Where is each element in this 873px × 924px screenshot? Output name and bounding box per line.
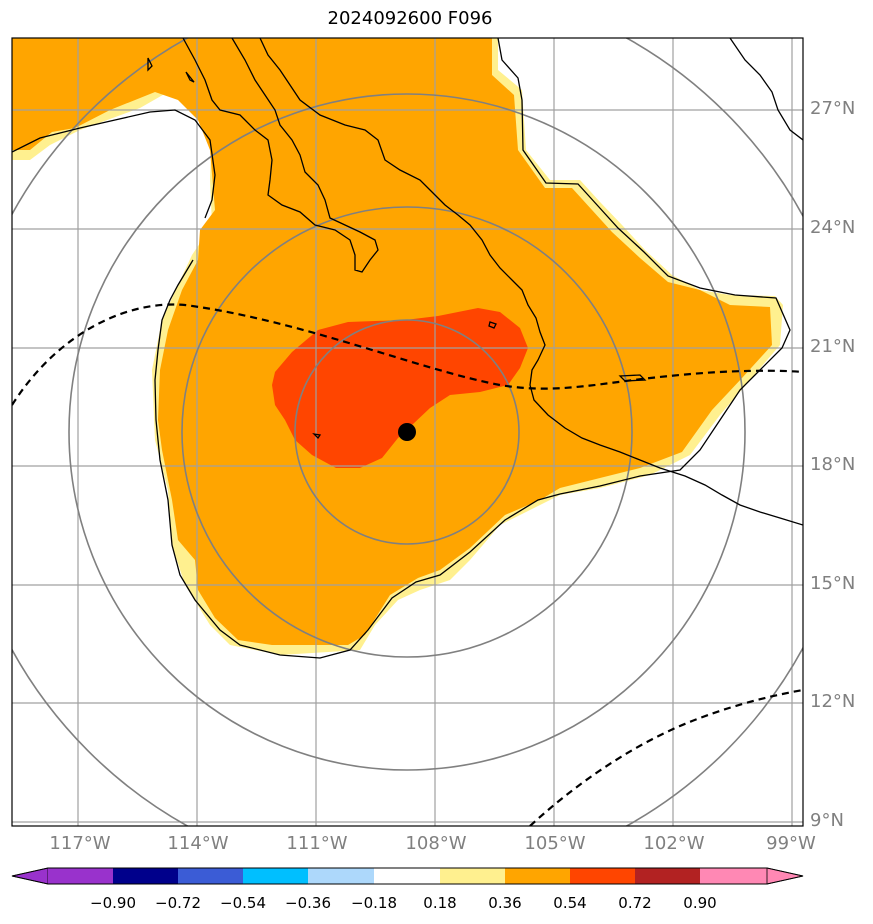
- lon-label-102w: 102°W: [643, 833, 705, 854]
- map-canvas: [11, 37, 804, 827]
- colorbar-bin-3: [178, 868, 243, 884]
- lon-label-114w: 114°W: [167, 833, 229, 854]
- colorbar-bin-8: [505, 868, 570, 884]
- colorbar-label-3: −0.54: [220, 894, 266, 912]
- map-title: 2024092600 F096: [327, 8, 493, 29]
- colorbar-label-10: 0.90: [683, 894, 717, 912]
- colorbar-bin-9: [570, 868, 635, 884]
- colorbar-extend-low: [11, 867, 49, 885]
- coastlines: [12, 38, 803, 659]
- colorbar-bin-11: [700, 868, 767, 884]
- range-rings: [12, 38, 803, 826]
- lon-label-108w: 108°W: [405, 833, 467, 854]
- colorbar-label-8: 0.54: [553, 894, 587, 912]
- colorbar-bin-2: [113, 868, 178, 884]
- lat-label-12n: 12°N: [810, 691, 856, 712]
- colorbar-bin-1: [48, 868, 113, 884]
- lon-label-99w: 99°W: [766, 833, 816, 854]
- lat-label-24n: 24°N: [810, 217, 856, 238]
- map-frame: [11, 37, 804, 827]
- colorbar-label-5: −0.18: [351, 894, 397, 912]
- gridlines: [12, 38, 803, 826]
- colorbar-extend-high: [766, 867, 804, 885]
- dashed-track-lines: [12, 303, 803, 826]
- colorbar-outline: [11, 867, 804, 885]
- colorbar-bin-10: [635, 868, 700, 884]
- lat-label-18n: 18°N: [810, 454, 856, 475]
- lat-label-27n: 27°N: [810, 98, 856, 119]
- lon-label-117w: 117°W: [49, 833, 111, 854]
- colorbar-label-2: −0.72: [155, 894, 201, 912]
- colorbar-bin-6: [374, 868, 440, 884]
- colorbar: [11, 867, 804, 885]
- colorbar-bin-5: [308, 868, 374, 884]
- lat-label-21n: 21°N: [810, 336, 856, 357]
- colorbar-label-1: −0.90: [90, 894, 136, 912]
- lat-label-9n: 9°N: [810, 810, 844, 831]
- colorbar-label-4: −0.36: [285, 894, 331, 912]
- colorbar-bin-7: [440, 868, 505, 884]
- storm-center-marker: [398, 423, 416, 441]
- lat-label-15n: 15°N: [810, 573, 856, 594]
- colorbar-label-6: 0.18: [423, 894, 457, 912]
- colorbar-label-9: 0.72: [618, 894, 652, 912]
- colorbar-bin-4: [243, 868, 308, 884]
- colorbar-label-7: 0.36: [488, 894, 522, 912]
- lon-label-111w: 111°W: [286, 833, 348, 854]
- lon-label-105w: 105°W: [524, 833, 586, 854]
